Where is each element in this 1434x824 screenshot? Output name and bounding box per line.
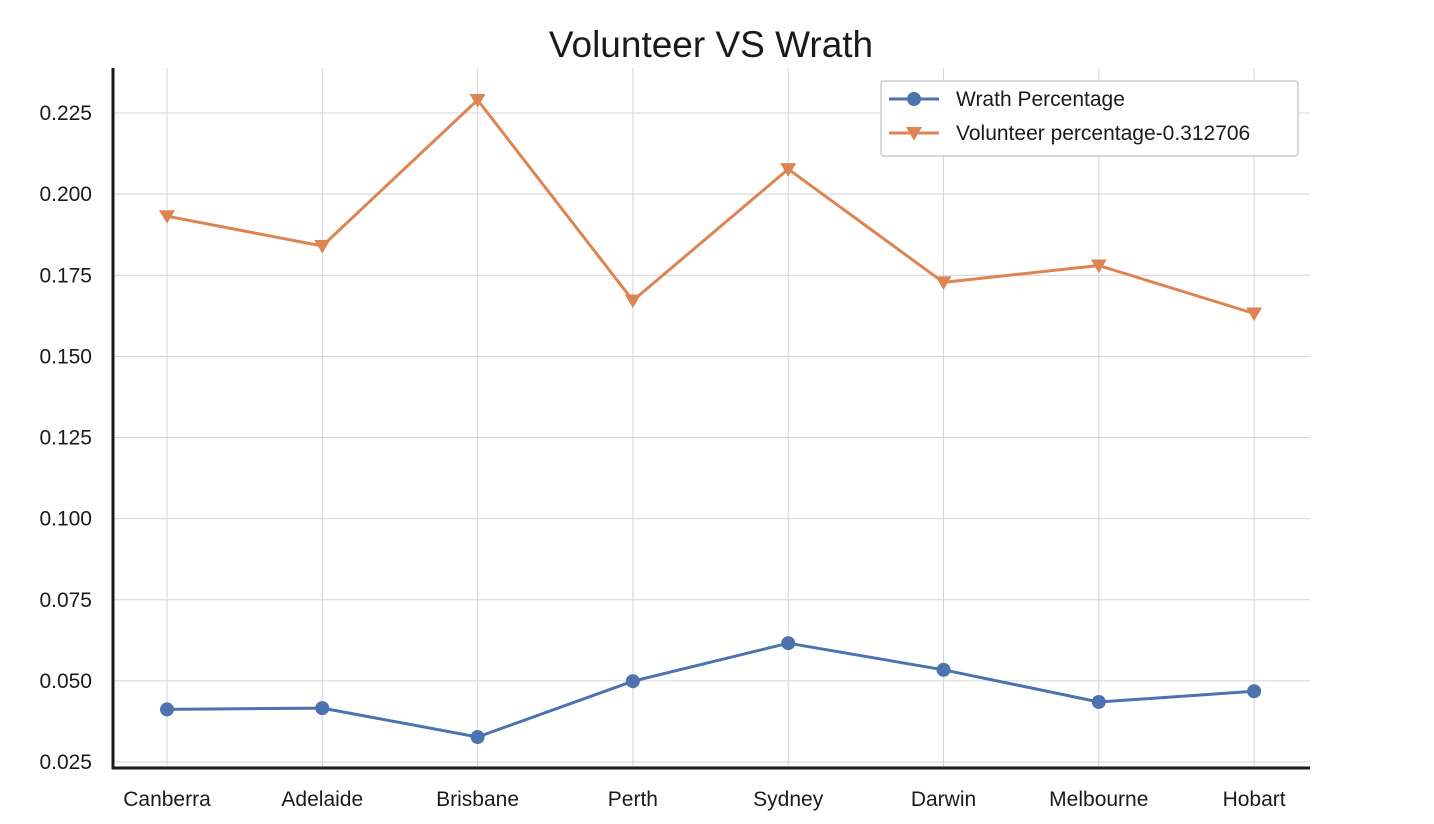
- y-tick-label: 0.075: [39, 589, 92, 612]
- data-point: [624, 294, 641, 309]
- y-tick-label: 0.225: [39, 102, 92, 125]
- data-point: [314, 240, 331, 254]
- x-tick-label: Perth: [608, 788, 658, 811]
- legend-entry: Wrath Percentage: [889, 88, 1125, 111]
- data-point: [1090, 259, 1107, 274]
- legend-marker: [907, 92, 921, 106]
- y-tick-label: 0.100: [39, 508, 92, 531]
- y-tick-label: 0.025: [39, 751, 92, 774]
- series-line: [166, 641, 1255, 739]
- series-1: [160, 636, 1262, 745]
- series: [159, 94, 1263, 745]
- data-point: [935, 276, 952, 290]
- data-point: [159, 210, 175, 224]
- series-line: [166, 98, 1255, 315]
- data-point: [780, 163, 797, 177]
- data-point: [936, 662, 951, 677]
- data-point: [781, 636, 796, 651]
- data-point: [315, 701, 330, 716]
- data-point: [625, 674, 640, 689]
- x-tick-label: Canberra: [123, 788, 211, 811]
- y-tick-label: 0.175: [39, 264, 92, 287]
- x-tick-label: Adelaide: [281, 788, 363, 811]
- data-point: [469, 94, 486, 108]
- y-tick-label: 0.050: [39, 670, 92, 693]
- y-tick-label: 0.200: [39, 183, 92, 206]
- x-tick-label: Sydney: [753, 788, 824, 811]
- series-2: [159, 94, 1263, 322]
- legend-entry: Volunteer percentage-0.312706: [889, 122, 1250, 145]
- x-tick-label: Darwin: [911, 788, 976, 811]
- data-point: [160, 702, 174, 717]
- legend-label: Wrath Percentage: [956, 88, 1125, 111]
- data-point: [1091, 694, 1106, 709]
- x-tick-label: Brisbane: [436, 788, 519, 811]
- x-tick-labels: Canberra Adelaide Brisbane Perth Sydney Darwi…: [123, 788, 1286, 811]
- legend: Wrath Percentage Volunteer percentage-0.3…: [880, 80, 1299, 157]
- data-point: [470, 730, 485, 745]
- data-point: [1247, 684, 1262, 699]
- legend-label: Volunteer percentage-0.312706: [956, 122, 1250, 145]
- data-point: [1246, 307, 1263, 322]
- chart-title: Volunteer VS Wrath: [549, 24, 873, 65]
- legend-marker: [906, 127, 922, 141]
- legend-box: [880, 80, 1299, 157]
- x-tick-label: Hobart: [1223, 788, 1286, 811]
- grid: [113, 68, 1310, 768]
- y-tick-labels: 0.025 0.050 0.075 0.100 0.125 0.150 0.175 0.200…: [39, 102, 92, 774]
- y-tick-label: 0.125: [39, 427, 92, 450]
- y-tick-label: 0.150: [39, 345, 92, 368]
- axes: [111, 68, 1310, 770]
- x-tick-label: Melbourne: [1049, 788, 1148, 811]
